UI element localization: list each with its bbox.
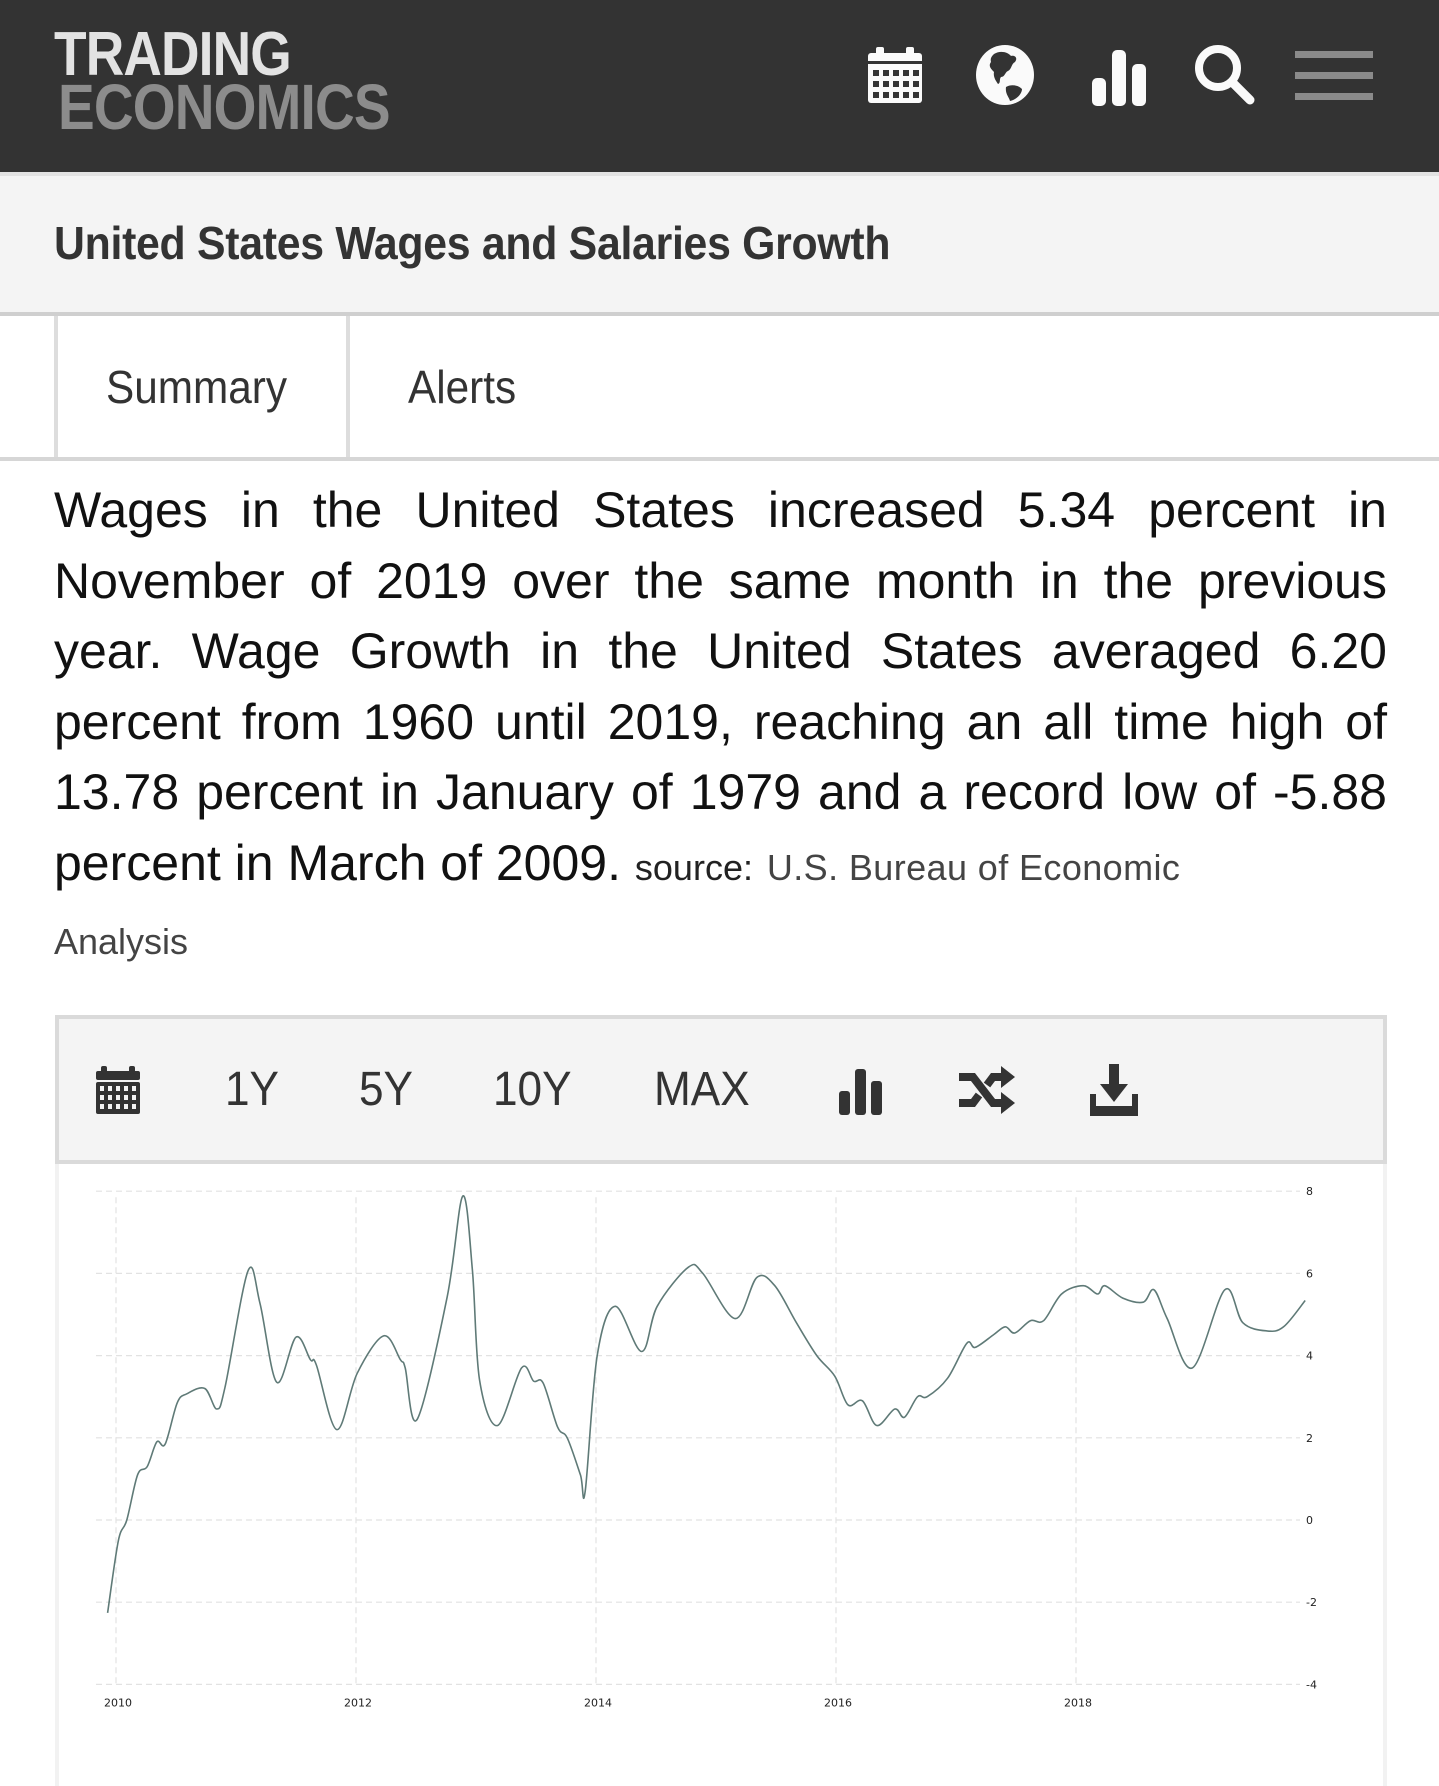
svg-text:6: 6 (1306, 1267, 1313, 1280)
source-link[interactable]: U.S. Bureau of Economic (766, 846, 1181, 888)
svg-text:-2: -2 (1306, 1596, 1317, 1609)
svg-text:-4: -4 (1306, 1678, 1317, 1691)
compare-button[interactable] (957, 1019, 1017, 1160)
svg-text:0: 0 (1306, 1514, 1313, 1527)
svg-text:2016: 2016 (824, 1696, 852, 1709)
chart-type-button[interactable] (837, 1019, 885, 1160)
menu-icon[interactable] (1294, 40, 1374, 110)
range-max-label: MAX (654, 1063, 750, 1116)
line-chart-svg: 8 6 4 2 0 -2 -4 2010 2012 2014 2016 2018 (96, 1185, 1317, 1709)
globe-icon[interactable] (974, 40, 1036, 110)
range-10y-button[interactable]: 10Y (493, 1019, 578, 1160)
shuffle-icon (959, 1065, 1015, 1114)
header-divider (0, 172, 1439, 176)
chart-toolbar: 1Y 5Y 10Y MAX (55, 1015, 1387, 1164)
svg-text:8: 8 (1306, 1185, 1313, 1198)
tab-alerts[interactable]: Alerts (350, 316, 650, 457)
range-1y-label: 1Y (225, 1063, 280, 1116)
tab-summary-label: Summary (106, 360, 288, 413)
tab-summary[interactable]: Summary (54, 316, 350, 457)
range-10y-label: 10Y (493, 1063, 572, 1116)
svg-text:2012: 2012 (344, 1696, 372, 1709)
svg-text:2018: 2018 (1064, 1696, 1092, 1709)
logo-line-trading: TRADING (54, 20, 292, 89)
range-5y-label: 5Y (359, 1063, 414, 1116)
range-5y-button[interactable]: 5Y (359, 1019, 418, 1160)
wage-growth-line (106, 1195, 1306, 1614)
top-navigation-bar: TRADING ECONOMICS (0, 0, 1439, 172)
tab-alerts-label: Alerts (408, 360, 517, 413)
svg-text:2010: 2010 (104, 1696, 132, 1709)
search-icon[interactable] (1190, 40, 1260, 110)
chart-container: 1Y 5Y 10Y MAX (55, 1015, 1387, 1786)
tab-bar: Summary Alerts (0, 316, 1439, 457)
download-icon (1090, 1063, 1138, 1116)
svg-text:2: 2 (1306, 1432, 1313, 1445)
range-1y-button[interactable]: 1Y (225, 1019, 284, 1160)
logo-line-economics: ECONOMICS (58, 71, 391, 143)
range-max-button[interactable]: MAX (654, 1019, 758, 1160)
summary-paragraph: Wages in the United States increased 5.3… (54, 475, 1387, 977)
calendar-icon[interactable] (866, 40, 924, 110)
date-range-calendar-button[interactable] (95, 1019, 141, 1160)
title-bar: United States Wages and Salaries Growth (0, 176, 1439, 312)
trading-economics-logo[interactable]: TRADING ECONOMICS (54, 20, 474, 150)
svg-text:4: 4 (1306, 1350, 1313, 1363)
svg-text:2014: 2014 (584, 1696, 612, 1709)
source-label: source: (634, 846, 753, 888)
source-link-continuation[interactable]: Analysis (54, 921, 189, 962)
page-title: United States Wages and Salaries Growth (54, 217, 891, 269)
download-button[interactable] (1090, 1019, 1138, 1160)
tabs-divider (0, 457, 1439, 461)
bar-chart-icon (839, 1068, 882, 1115)
calendar-icon (96, 1065, 140, 1114)
bar-chart-icon[interactable] (1088, 40, 1150, 110)
title-divider (0, 312, 1439, 316)
summary-text: Wages in the United States increased 5.3… (54, 482, 1387, 891)
